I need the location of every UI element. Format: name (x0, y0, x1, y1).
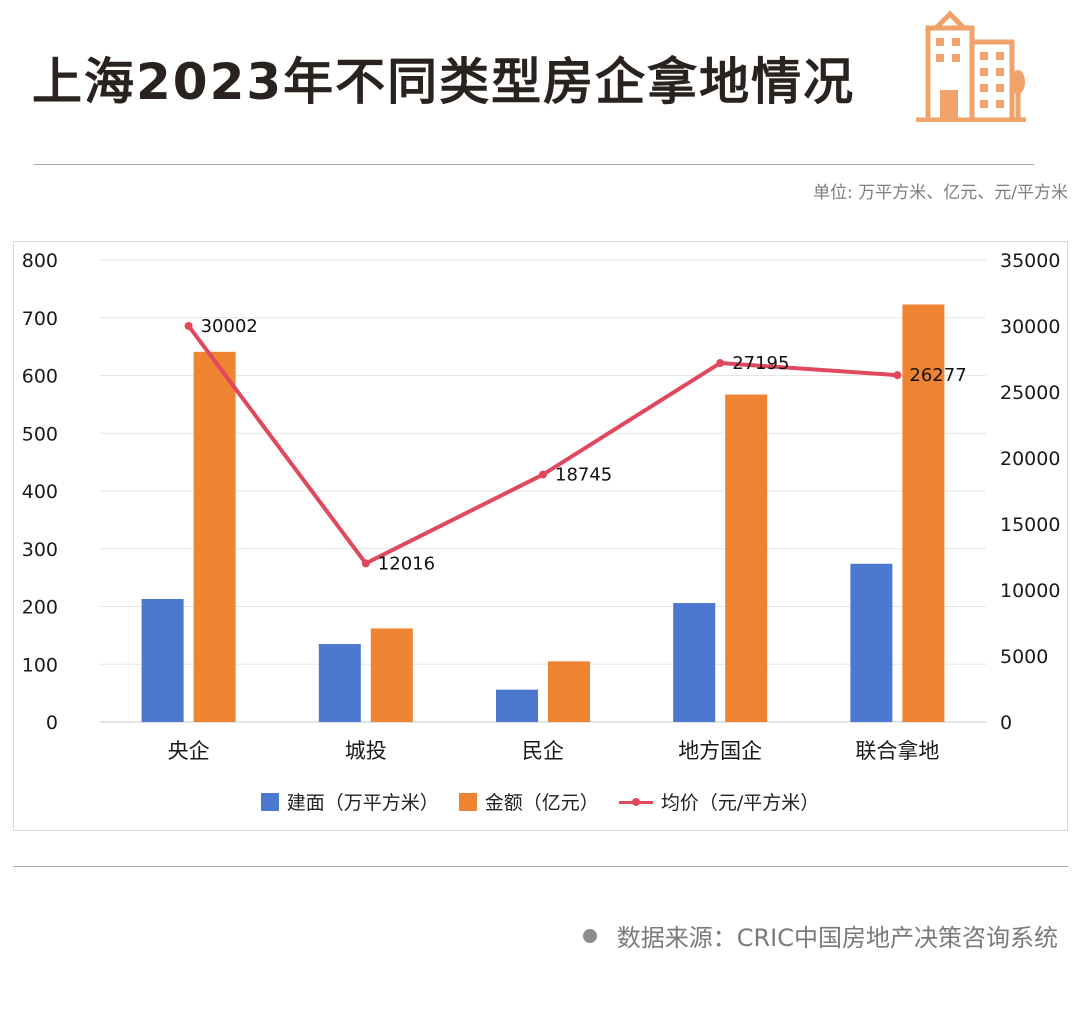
x-tick-label: 城投 (345, 739, 387, 763)
y2-tick-label: 20000 (1000, 448, 1060, 470)
legend-item-amount: 金额（亿元） (458, 788, 599, 815)
bar-area (141, 598, 184, 722)
y2-tick-label: 5000 (1000, 646, 1048, 668)
bar-area (318, 644, 361, 722)
legend-label-price: 均价（元/平方米） (660, 792, 820, 814)
chart-legend: 建面（万平方米） 金额（亿元） 均价（元/平方米） (0, 788, 1080, 815)
price-data-label: 18745 (555, 465, 612, 486)
bar-amount (725, 394, 768, 722)
y2-tick-label: 35000 (1000, 250, 1060, 272)
y2-tick-label: 10000 (1000, 580, 1060, 602)
x-tick-label: 地方国企 (678, 739, 762, 763)
price-data-label: 30002 (201, 316, 258, 337)
y-tick-label: 200 (22, 597, 58, 619)
title-divider (34, 164, 1034, 165)
bar-amount (193, 351, 236, 722)
x-tick-label: 央企 (168, 739, 210, 763)
legend-item-price: 均价（元/平方米） (618, 788, 820, 815)
city-buildings-icon (916, 10, 1026, 122)
price-data-label: 26277 (909, 365, 966, 386)
y-tick-label: 500 (22, 423, 58, 445)
y-tick-label: 100 (22, 654, 58, 676)
page-title: 上海2023年不同类型房企拿地情况 (32, 53, 856, 111)
bar-area (850, 563, 893, 722)
y-tick-label: 800 (22, 250, 58, 272)
price-point (184, 321, 193, 330)
price-point (716, 359, 725, 368)
legend-label-amount: 金额（亿元） (484, 792, 599, 814)
y2-tick-label: 30000 (1000, 316, 1060, 338)
price-point (539, 470, 547, 479)
y2-tick-label: 0 (1000, 712, 1012, 734)
price-point (361, 559, 370, 568)
y-tick-label: 600 (22, 366, 58, 388)
bar-amount (370, 628, 413, 722)
footer-divider (13, 866, 1068, 867)
x-tick-label: 联合拿地 (855, 739, 939, 763)
price-point (893, 371, 902, 380)
y-tick-label: 700 (22, 308, 58, 330)
legend-swatch-amount (458, 792, 477, 811)
y-tick-label: 400 (22, 481, 58, 503)
bar-area (496, 689, 538, 722)
chart-frame (13, 241, 1068, 831)
bar-area (673, 603, 716, 722)
y2-tick-label: 15000 (1000, 514, 1060, 536)
legend-label-area: 建面（万平方米） (286, 792, 439, 814)
bullet-dot-icon (582, 928, 597, 943)
bar-amount (902, 304, 945, 722)
legend-swatch-price (618, 793, 653, 811)
data-source: 数据来源：CRIC中国房地产决策咨询系统 (582, 918, 1058, 953)
legend-swatch-area (260, 792, 279, 811)
unit-note: 单位: 万平方米、亿元、元/平方米 (813, 183, 1068, 203)
y2-tick-label: 25000 (1000, 382, 1060, 404)
data-source-text: 数据来源：CRIC中国房地产决策咨询系统 (616, 924, 1058, 952)
legend-item-area: 建面（万平方米） (260, 788, 439, 815)
price-line (186, 324, 898, 566)
y-tick-label: 300 (22, 539, 58, 561)
y-tick-label: 0 (46, 712, 58, 734)
price-data-label: 12016 (378, 553, 435, 574)
price-data-label: 27195 (732, 353, 789, 374)
x-tick-label: 民企 (522, 739, 564, 763)
bar-amount (548, 661, 590, 722)
